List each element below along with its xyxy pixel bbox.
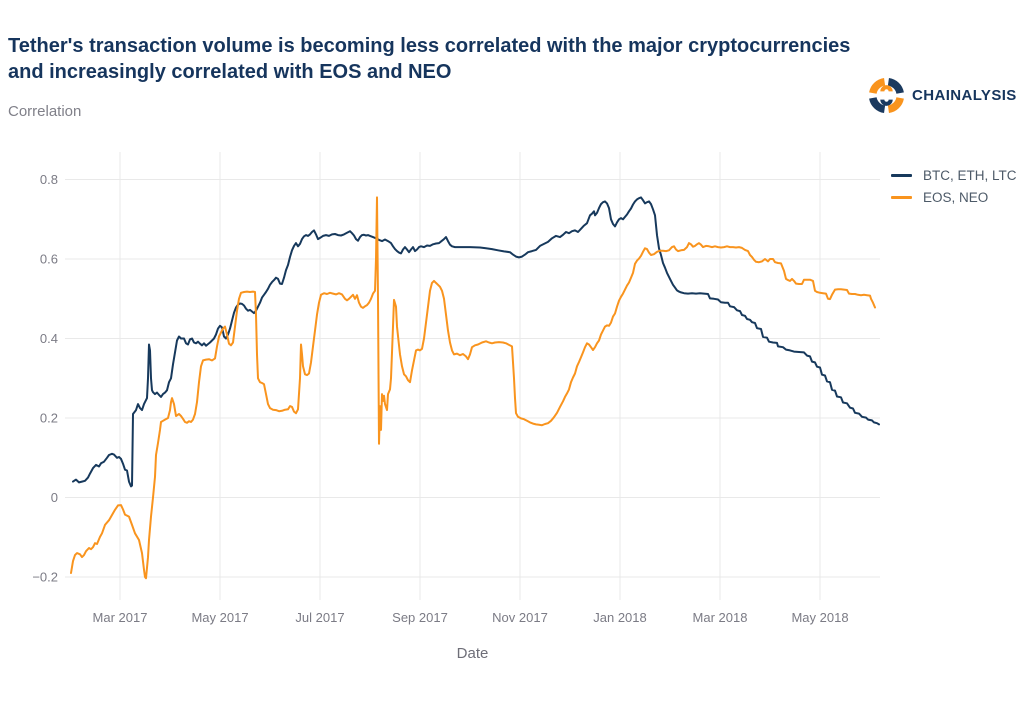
series-line-eos-neo <box>70 196 876 580</box>
y-tick-label: −0.2 <box>32 570 58 585</box>
legend: BTC, ETH, LTC EOS, NEO <box>891 167 1017 205</box>
chainalysis-logo-text: CHAINALYSIS <box>912 87 1017 104</box>
y-tick-label: 0.8 <box>40 172 58 187</box>
series-line-btc-eth-ltc <box>72 196 880 488</box>
y-tick-label: 0 <box>51 490 58 505</box>
y-tick-label: 0.4 <box>40 331 58 346</box>
legend-item-btc-eth-ltc[interactable]: BTC, ETH, LTC <box>891 167 1017 183</box>
x-tick-label: Sep 2017 <box>392 610 448 625</box>
x-tick-label: Mar 2018 <box>693 610 748 625</box>
x-tick-label: Nov 2017 <box>492 610 548 625</box>
x-axis-title: Date <box>456 645 489 662</box>
x-tick-label: Mar 2017 <box>93 610 148 625</box>
legend-swatch-orange <box>891 195 912 199</box>
legend-label-eos-neo: EOS, NEO <box>923 189 989 205</box>
x-tick-label: Jul 2017 <box>295 610 344 625</box>
x-tick-label: May 2018 <box>791 610 848 625</box>
legend-item-eos-neo[interactable]: EOS, NEO <box>891 189 1017 205</box>
chainalysis-logo-icon <box>869 78 904 113</box>
chainalysis-logo: CHAINALYSIS <box>868 77 1017 114</box>
y-axis-title: Correlation <box>8 103 82 120</box>
y-tick-label: 0.6 <box>40 252 58 267</box>
x-tick-label: Jan 2018 <box>593 610 647 625</box>
y-tick-label: 0.2 <box>40 411 58 426</box>
page-title: Tether's transaction volume is becoming … <box>8 35 851 83</box>
x-tick-label: May 2017 <box>191 610 248 625</box>
legend-label-btc-eth-ltc: BTC, ETH, LTC <box>923 167 1017 183</box>
legend-swatch-navy <box>891 173 912 177</box>
